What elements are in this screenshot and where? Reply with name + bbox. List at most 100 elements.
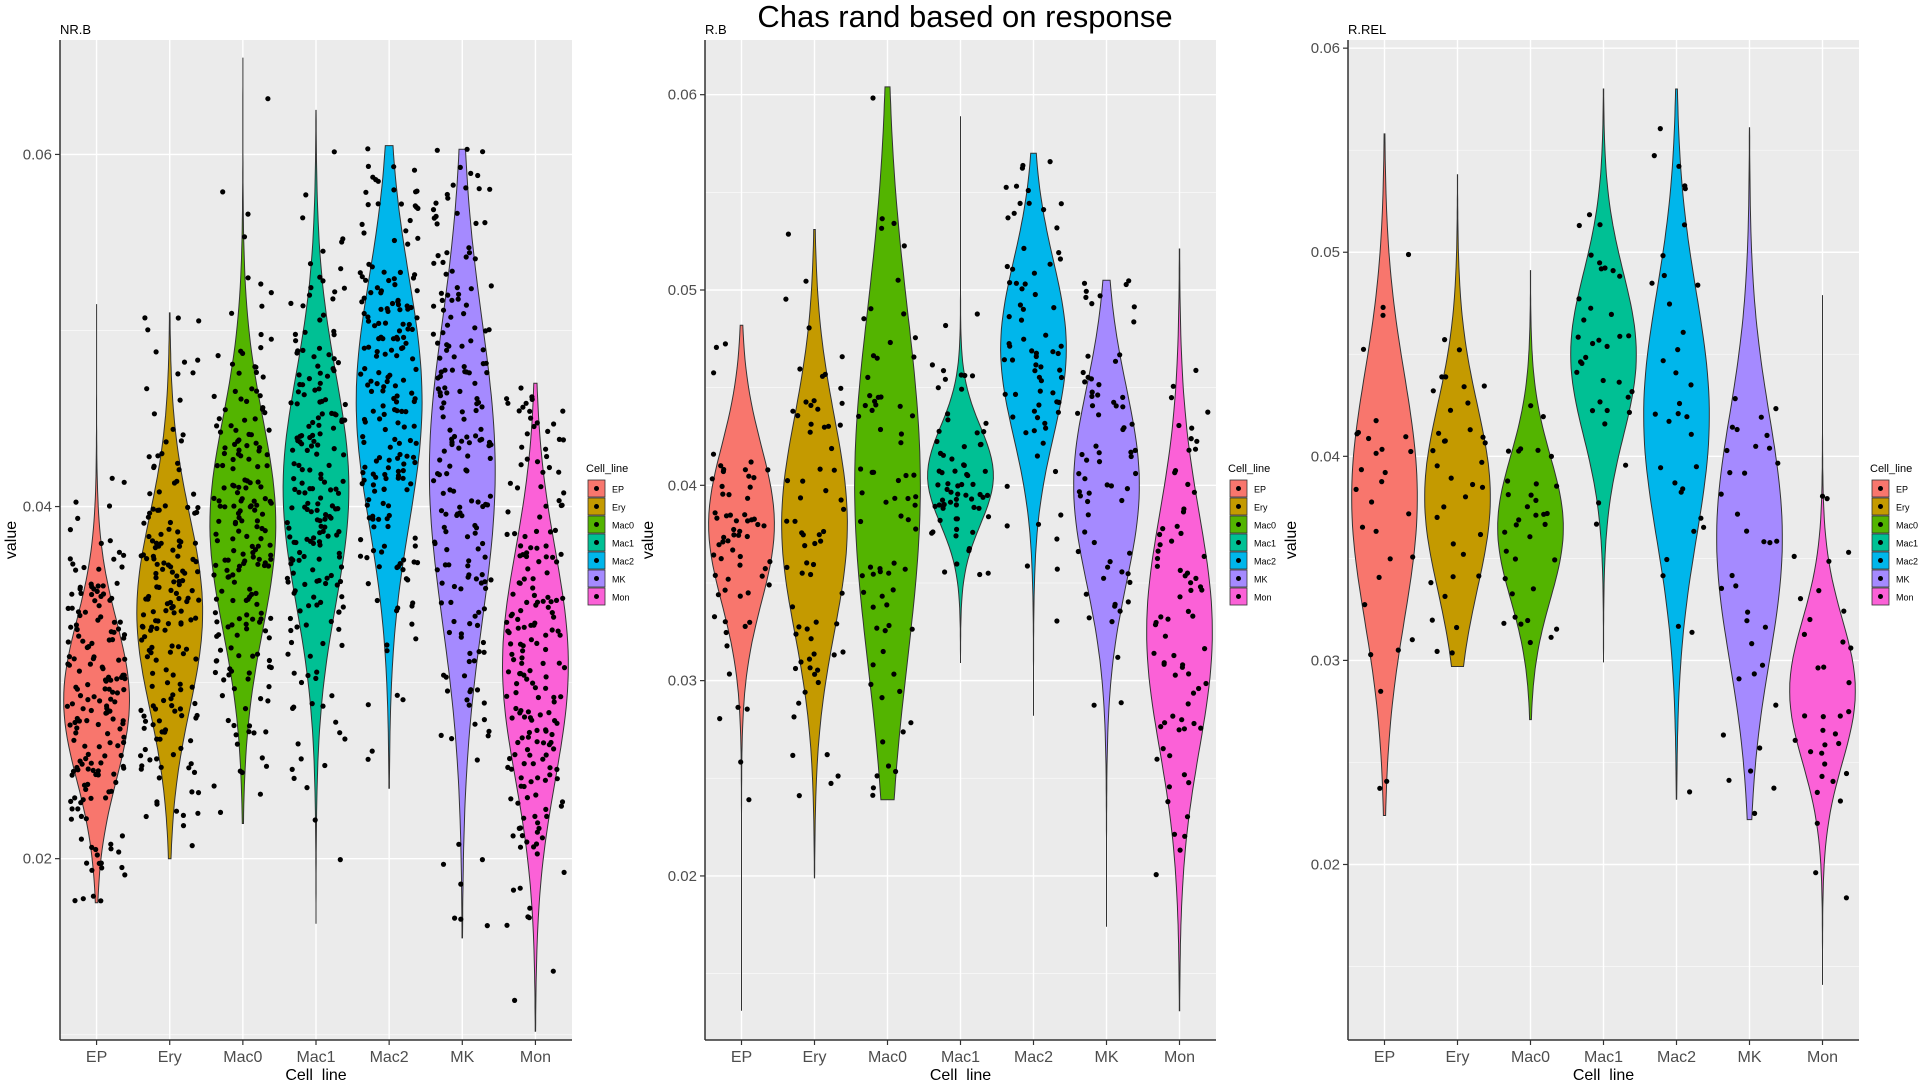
data-point <box>971 504 977 510</box>
data-point <box>320 248 326 254</box>
data-point <box>414 288 420 294</box>
data-point <box>245 275 251 281</box>
data-point <box>163 667 169 673</box>
data-point <box>940 368 947 374</box>
data-point <box>478 580 484 586</box>
data-point <box>551 699 557 705</box>
data-point <box>222 445 228 451</box>
data-point <box>99 664 105 670</box>
data-point <box>1077 493 1083 499</box>
x-tick-label: Ery <box>803 1049 827 1066</box>
data-point <box>1021 336 1027 342</box>
data-point <box>175 371 181 377</box>
data-point <box>342 417 348 423</box>
data-point <box>144 556 150 562</box>
data-point <box>475 546 481 552</box>
data-point <box>1726 777 1732 783</box>
data-point <box>357 270 363 276</box>
data-point <box>480 347 486 353</box>
data-point <box>1774 538 1780 544</box>
data-point <box>319 411 325 417</box>
data-point <box>1034 415 1041 421</box>
data-point <box>268 552 274 558</box>
data-point <box>67 556 73 562</box>
data-point <box>400 567 406 573</box>
data-point <box>255 479 261 485</box>
data-point <box>307 467 313 473</box>
data-point <box>161 697 167 704</box>
data-point <box>188 738 194 744</box>
data-point <box>289 505 295 511</box>
data-point <box>525 709 532 715</box>
data-point <box>312 817 318 823</box>
data-point <box>540 756 546 762</box>
data-point <box>374 597 380 604</box>
data-point <box>410 454 417 460</box>
data-point <box>306 376 312 382</box>
data-point <box>862 402 868 409</box>
data-point <box>437 390 443 396</box>
data-point <box>1032 368 1038 374</box>
data-point <box>1600 377 1606 384</box>
data-point <box>411 559 417 565</box>
data-point <box>214 423 220 429</box>
data-point <box>397 269 403 275</box>
data-point <box>1744 528 1750 534</box>
data-point <box>364 555 370 561</box>
data-point <box>517 671 523 677</box>
data-point <box>1017 200 1023 206</box>
data-point <box>264 463 270 469</box>
data-point <box>268 556 274 562</box>
data-point <box>1802 713 1808 719</box>
data-point <box>515 800 521 806</box>
data-point <box>106 503 113 509</box>
data-point <box>711 552 717 558</box>
data-point <box>395 297 401 303</box>
data-point <box>1576 296 1582 302</box>
data-point <box>441 524 447 530</box>
data-point <box>225 574 231 580</box>
data-point <box>1505 492 1511 498</box>
data-point <box>1597 222 1603 228</box>
legend-key-dot <box>1878 576 1883 581</box>
data-point <box>1085 374 1091 380</box>
data-point <box>939 497 946 503</box>
data-point <box>509 611 515 617</box>
data-point <box>1680 486 1686 492</box>
data-point <box>1161 661 1167 667</box>
data-point <box>1012 391 1019 397</box>
data-point <box>68 798 74 805</box>
data-point <box>1583 354 1589 360</box>
data-point <box>509 715 515 721</box>
data-point <box>518 608 524 614</box>
data-point <box>879 593 885 599</box>
data-point <box>726 671 733 677</box>
data-point <box>155 507 161 513</box>
data-point <box>1050 390 1056 396</box>
data-point <box>1744 618 1750 624</box>
data-point <box>244 533 250 540</box>
data-point <box>444 250 450 256</box>
data-point <box>76 668 82 674</box>
legend-key-dot <box>1236 522 1241 527</box>
data-point <box>909 413 916 419</box>
data-point <box>377 416 383 422</box>
data-point <box>407 217 413 224</box>
data-point <box>1698 515 1704 521</box>
data-point <box>985 514 992 520</box>
data-point <box>1085 512 1091 518</box>
data-point <box>466 702 472 708</box>
data-point <box>1625 394 1631 400</box>
data-point <box>551 421 557 427</box>
data-point <box>1675 623 1681 629</box>
data-point <box>1430 388 1436 394</box>
data-point <box>472 522 478 529</box>
data-point <box>245 211 251 217</box>
data-point <box>1038 364 1044 370</box>
data-point <box>504 531 510 538</box>
legend-key-dot <box>1236 558 1241 563</box>
data-point <box>1482 440 1488 446</box>
data-point <box>533 841 540 847</box>
data-point <box>149 683 155 689</box>
data-point <box>319 398 325 404</box>
